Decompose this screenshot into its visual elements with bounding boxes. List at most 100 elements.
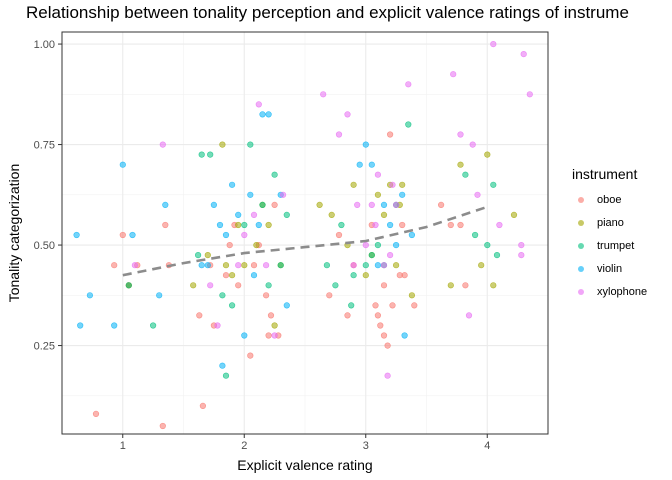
point-violin [162, 201, 169, 208]
point-piano [399, 181, 406, 188]
x-tick-label: 4 [484, 440, 490, 452]
legend-label: oboe [597, 193, 622, 206]
point-trumpet [277, 262, 284, 269]
legend-marker [577, 288, 584, 295]
point-xylophone [159, 141, 166, 148]
y-tick-label: 0.50 [34, 240, 55, 252]
point-violin [198, 262, 205, 269]
point-xylophone [457, 131, 464, 138]
point-trumpet [332, 282, 339, 289]
point-violin [259, 111, 266, 118]
point-violin [129, 231, 136, 239]
point-piano [510, 211, 518, 218]
trend-line [122, 205, 488, 277]
point-trumpet [198, 151, 205, 158]
point-piano [316, 201, 323, 208]
point-trumpet [265, 282, 272, 289]
x-axis-title: Explicit valence rating [237, 457, 372, 473]
point-xylophone [387, 252, 394, 259]
y-tick-label: 0.25 [34, 341, 55, 353]
point-oboe [162, 221, 169, 229]
legend: instrument oboe piano trumpet violin xylopho… [572, 166, 647, 303]
point-oboe [247, 352, 254, 359]
point-trumpet [338, 221, 345, 229]
point-oboe [374, 312, 382, 319]
point-trumpet [362, 262, 369, 269]
point-xylophone [393, 201, 400, 208]
point-piano [235, 221, 242, 229]
point-piano [241, 262, 248, 269]
point-violin [156, 292, 163, 299]
point-oboe [335, 231, 343, 239]
point-xylophone [214, 322, 221, 329]
point-xylophone [131, 262, 138, 269]
legend-key [572, 260, 589, 277]
point-xylophone [241, 231, 248, 239]
point-trumpet [350, 272, 357, 279]
legend-marker [577, 242, 584, 249]
legend-label: xylophone [597, 285, 648, 298]
point-oboe [250, 262, 258, 269]
point-oboe [411, 302, 418, 309]
point-piano [447, 282, 454, 289]
point-oboe [119, 231, 126, 239]
legend-label: piano [597, 216, 624, 229]
point-trumpet [222, 372, 230, 379]
point-xylophone [469, 141, 476, 148]
point-trumpet [150, 322, 157, 329]
point-xylophone [350, 262, 357, 269]
point-xylophone [207, 282, 214, 289]
point-trumpet [484, 242, 491, 249]
point-oboe [226, 242, 233, 249]
point-trumpet [259, 201, 266, 208]
legend-label: trumpet [597, 239, 635, 252]
point-xylophone [496, 221, 503, 229]
point-oboe [399, 221, 406, 229]
point-xylophone [344, 111, 351, 118]
point-violin [73, 231, 80, 239]
point-oboe [222, 272, 230, 279]
point-violin [356, 161, 363, 168]
point-violin [111, 322, 118, 329]
legend-key [572, 214, 589, 231]
point-piano [229, 272, 236, 279]
legend-key [572, 237, 589, 254]
point-trumpet [405, 121, 412, 128]
point-piano [380, 211, 388, 218]
point-xylophone [380, 262, 388, 269]
point-oboe [344, 312, 351, 319]
y-tick-label: 0.75 [34, 140, 55, 152]
point-oboe [457, 221, 464, 229]
point-violin [283, 302, 290, 309]
point-trumpet [241, 221, 248, 229]
point-oboe [438, 201, 445, 208]
point-oboe [111, 262, 118, 269]
point-violin [399, 191, 406, 198]
point-xylophone [405, 81, 412, 88]
point-violin [255, 221, 262, 229]
point-xylophone [526, 91, 533, 98]
point-violin [222, 231, 230, 239]
point-violin [408, 231, 416, 239]
point-xylophone [372, 221, 379, 229]
point-trumpet [195, 252, 202, 259]
legend-items: oboe piano trumpet violin xylophone [572, 188, 647, 303]
point-piano [457, 161, 464, 168]
point-oboe [271, 201, 278, 208]
point-oboe [380, 332, 388, 339]
legend-key [572, 283, 589, 300]
point-piano [219, 141, 226, 148]
point-oboe [389, 302, 396, 309]
point-violin [393, 242, 400, 249]
point-violin [219, 362, 226, 369]
point-xylophone [368, 201, 375, 208]
point-oboe [372, 302, 379, 309]
point-trumpet [490, 181, 497, 188]
point-xylophone [520, 50, 527, 58]
legend-marker [577, 219, 584, 226]
point-piano [490, 282, 497, 289]
point-oboe [199, 402, 206, 410]
point-violin [265, 111, 272, 118]
point-oboe [265, 332, 272, 339]
